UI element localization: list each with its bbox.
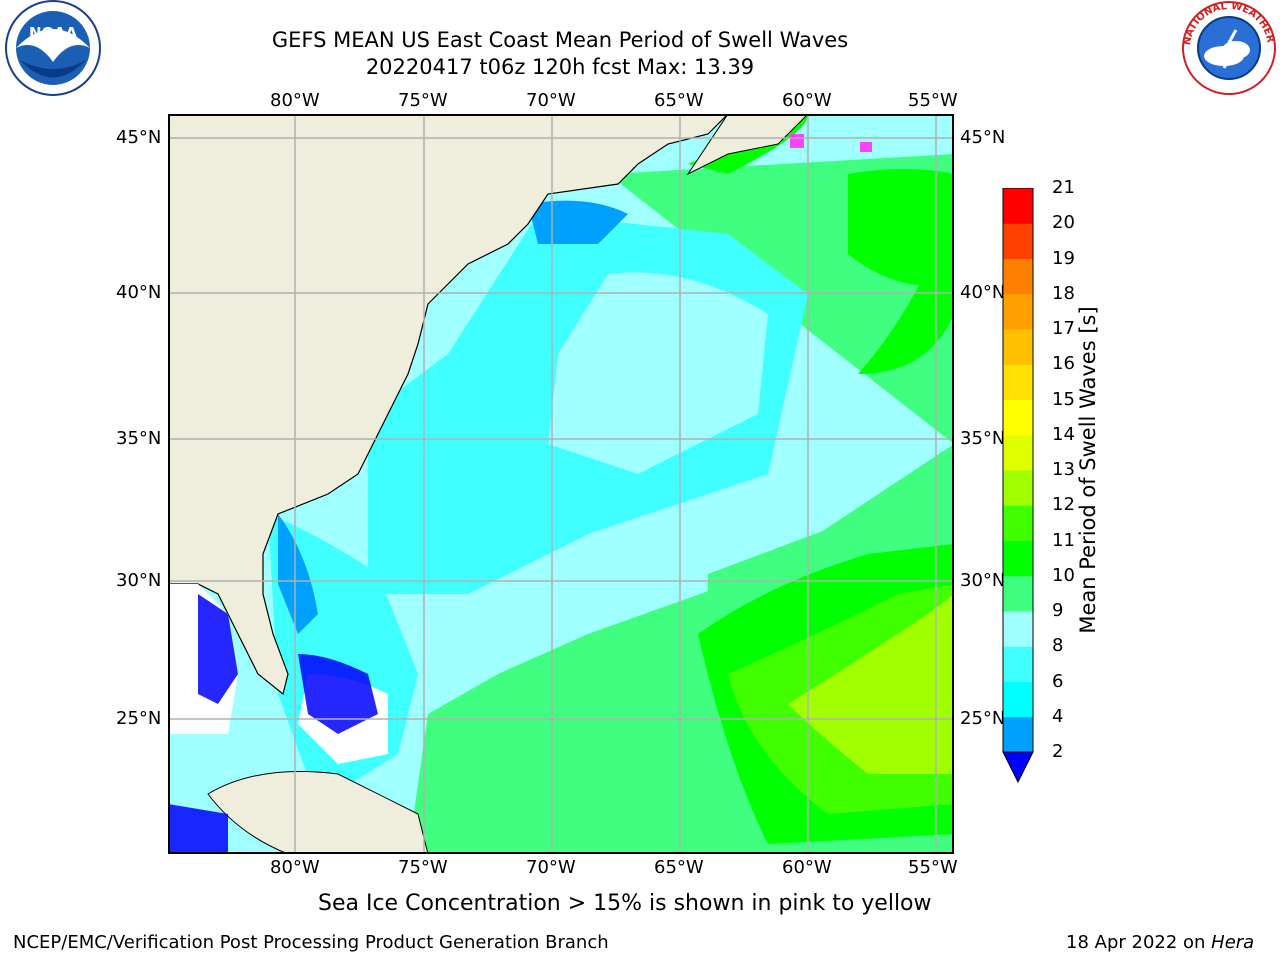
colorbar-level-label: 21 bbox=[1052, 177, 1075, 198]
colorbar-swatch bbox=[1003, 611, 1033, 647]
footer-date: 18 Apr 2022 on Hera bbox=[1066, 932, 1254, 954]
colorbar-level-label: 6 bbox=[1052, 670, 1064, 692]
lat-label-right-30n: 30°N bbox=[960, 570, 1006, 591]
colorbar-swatch bbox=[1003, 505, 1033, 541]
colorbar-swatch bbox=[1003, 716, 1033, 753]
lon-label-bottom-70w: 70°W bbox=[526, 857, 576, 878]
colorbar-swatch bbox=[1003, 434, 1033, 471]
lon-label-bottom-75w: 75°W bbox=[398, 857, 448, 878]
footer-credit: NCEP/EMC/Verification Post Processing Pr… bbox=[13, 932, 609, 953]
colorbar-swatch bbox=[1003, 575, 1033, 612]
colorbar-swatch bbox=[1003, 540, 1033, 577]
swell-band-12-13 bbox=[788, 594, 954, 774]
lat-label-right-45n: 45°N bbox=[960, 127, 1006, 148]
colorbar-level-label: 4 bbox=[1052, 705, 1064, 727]
colorbar-swatch bbox=[1003, 258, 1033, 295]
colorbar-level-label: 20 bbox=[1052, 212, 1075, 234]
lat-label-right-40n: 40°N bbox=[960, 282, 1006, 303]
lon-label-top-70w: 70°W bbox=[526, 90, 576, 111]
north-america-land bbox=[168, 114, 729, 696]
colorbar-level-label: 18 bbox=[1052, 282, 1075, 304]
lon-label-top-65w: 65°W bbox=[654, 90, 704, 111]
colorbar-level-label: 19 bbox=[1052, 247, 1075, 269]
cuba-land bbox=[207, 771, 429, 854]
swell-band-under-2 bbox=[198, 594, 238, 704]
lat-label-left-35n: 35°N bbox=[116, 428, 162, 449]
colorbar-tick-labels: 2 4 6 8 9 10 11 12 13 14 15 16 17 18 19 20 21 bbox=[1040, 0, 1100, 960]
colorbar-swatch bbox=[1003, 364, 1033, 400]
colorbar-level-label: 11 bbox=[1052, 529, 1075, 551]
colorbar-level-label: 14 bbox=[1052, 423, 1075, 445]
swell-period-map bbox=[168, 114, 954, 854]
colorbar-level-label: 17 bbox=[1052, 318, 1075, 339]
colorbar-swatch bbox=[1003, 399, 1033, 436]
map-title: GEFS MEAN US East Coast Mean Period of S… bbox=[271, 28, 849, 52]
colorbar-level-label: 12 bbox=[1052, 494, 1075, 516]
colorbar-swatch bbox=[1003, 470, 1033, 506]
noaa-logo: NOAA bbox=[0, 0, 106, 100]
colorbar-swatch bbox=[1003, 329, 1033, 365]
footer-host: Hera bbox=[1211, 932, 1255, 953]
colorbar-swatch bbox=[1003, 188, 1033, 224]
colorbar-level-label: 15 bbox=[1052, 388, 1075, 410]
colorbar bbox=[1002, 187, 1034, 784]
lon-label-bottom-65w: 65°W bbox=[654, 857, 704, 878]
colorbar-swatch bbox=[1003, 223, 1033, 259]
lat-label-left-25n: 25°N bbox=[116, 708, 162, 729]
colorbar-level-label: 8 bbox=[1052, 635, 1064, 657]
lon-label-top-60w: 60°W bbox=[782, 90, 832, 111]
colorbar-frame bbox=[1002, 187, 1034, 753]
lon-label-top-80w: 80°W bbox=[270, 90, 320, 111]
lat-label-right-25n: 25°N bbox=[960, 708, 1006, 729]
noaa-logo-text: NOAA bbox=[29, 24, 78, 42]
footer-date-text: 18 Apr 2022 on bbox=[1066, 932, 1212, 953]
colorbar-level-label: 13 bbox=[1052, 459, 1075, 480]
colorbar-title: Mean Period of Swell Waves [s] bbox=[1076, 306, 1100, 634]
colorbar-level-label: 2 bbox=[1052, 741, 1064, 762]
lat-label-right-35n: 35°N bbox=[960, 428, 1006, 449]
lat-label-left-40n: 40°N bbox=[116, 282, 162, 303]
national-weather-service-logo: NATIONAL WEATHER SERVICE bbox=[1174, 0, 1280, 100]
map-frame bbox=[168, 114, 954, 854]
colorbar-swatch bbox=[1003, 293, 1033, 330]
colorbar-swatch bbox=[1003, 646, 1033, 682]
lon-label-bottom-60w: 60°W bbox=[782, 857, 832, 878]
lat-label-left-30n: 30°N bbox=[116, 570, 162, 591]
sea-ice-note: Sea Ice Concentration > 15% is shown in … bbox=[318, 891, 932, 916]
graticule bbox=[168, 114, 954, 854]
map-subtitle: 20220417 t06z 120h fcst Max: 13.39 bbox=[365, 55, 755, 79]
swell-band-4-6 bbox=[528, 200, 628, 244]
lat-label-left-45n: 45°N bbox=[116, 127, 162, 148]
lon-label-bottom-55w: 55°W bbox=[908, 857, 958, 878]
lon-label-top-75w: 75°W bbox=[398, 90, 448, 111]
colorbar-level-label: 16 bbox=[1052, 353, 1075, 375]
colorbar-swatch bbox=[1003, 681, 1033, 718]
colorbar-under-triangle bbox=[1002, 751, 1034, 784]
sea-ice-patch bbox=[790, 134, 804, 148]
colorbar-level-label: 9 bbox=[1052, 600, 1064, 621]
colorbar-level-label: 10 bbox=[1052, 564, 1075, 586]
lon-label-top-55w: 55°W bbox=[908, 90, 958, 111]
lon-label-bottom-80w: 80°W bbox=[270, 857, 320, 878]
